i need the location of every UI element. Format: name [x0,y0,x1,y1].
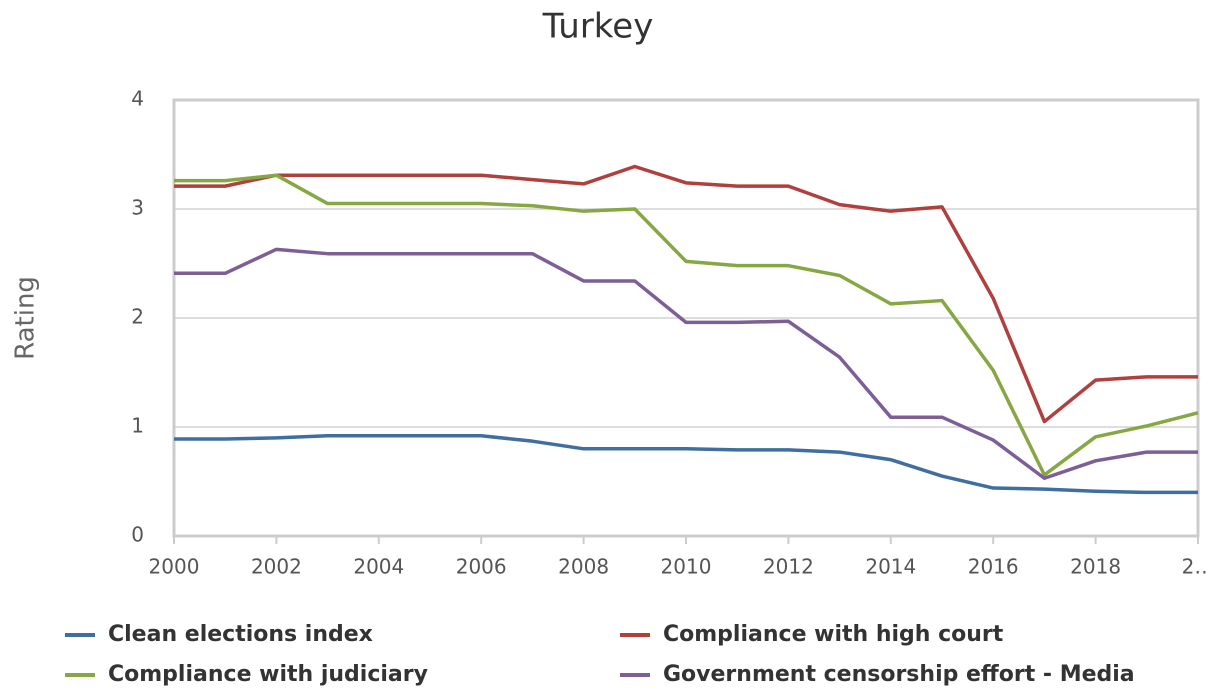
x-tick-label: 2… [1182,555,1206,579]
y-tick-label: 2 [131,305,144,329]
y-tick-label: 3 [131,196,144,220]
series-line [174,164,1198,424]
x-tick-label: 2012 [763,555,814,579]
chart-title: Turkey [542,7,654,47]
series-line [174,173,1199,477]
y-axis-label: Rating [11,276,41,360]
legend-label: Government censorship effort - Media [663,662,1135,687]
plot-frame [172,98,1200,538]
x-tick-label: 2002 [251,555,302,579]
x-tick-label: 2006 [456,555,507,579]
x-tick-label: 2000 [149,555,200,579]
legend-label: Clean elections index [108,622,373,647]
x-tick-label: 2004 [353,555,404,579]
y-tick-label: 4 [131,87,144,111]
series-line [174,247,1198,480]
series-line [174,433,1198,495]
x-tick-label: 2008 [558,555,609,579]
legend-label: Compliance with judiciary [108,662,428,687]
y-tick-label: 0 [131,523,144,547]
x-tick-label: 2016 [968,555,1019,579]
legend-label: Compliance with high court [663,622,1004,647]
x-tick-label: 2018 [1070,555,1121,579]
y-tick-label: 1 [131,414,144,438]
x-tick-label: 2010 [661,555,712,579]
x-tick-label: 2014 [865,555,916,579]
